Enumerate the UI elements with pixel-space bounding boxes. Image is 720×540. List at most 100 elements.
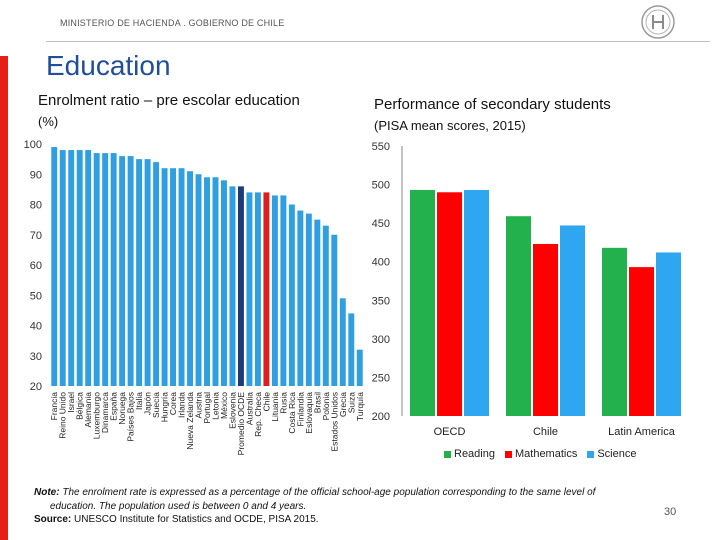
x-tick-label: Eslovaquia (304, 392, 314, 434)
x-tick-label: Brasil (312, 392, 322, 413)
legend-item-science: Science (587, 448, 636, 460)
x-tick-label: Rusia (278, 392, 288, 414)
enrolment-chart-title: Enrolment ratio – pre escolar education (38, 92, 300, 109)
page-number: 30 (664, 506, 677, 518)
x-tick-label: Costa Rica (287, 392, 297, 434)
y-tick-label: 90 (30, 169, 42, 181)
x-tick-label: Chile (533, 426, 558, 438)
bar-science-latin-america (656, 252, 681, 416)
bar-rusia (280, 195, 287, 386)
bar-eslovaquia (305, 213, 312, 386)
x-tick-label: Suecia (151, 392, 161, 418)
x-tick-label: Turquía (355, 392, 365, 421)
pisa-chart-subtitle: (PISA mean scores, 2015) (374, 118, 526, 133)
bar-brasil (314, 219, 321, 386)
bar-nueva-zelanda (187, 171, 193, 386)
bar-jap-n (144, 159, 151, 386)
y-tick-label: 250 (372, 372, 390, 384)
x-tick-label: Luxemburgo (92, 392, 102, 440)
bar-grecia (339, 298, 346, 386)
legend-item-reading: Reading (444, 448, 495, 460)
x-tick-label: Alemania (83, 392, 93, 428)
legend-swatch-mathematics (504, 450, 512, 458)
bar-turqu-a (356, 349, 363, 386)
x-tick-label: Finlandia (295, 392, 305, 427)
bar-mathematics-oecd (437, 192, 462, 416)
bar-reading-chile (506, 216, 531, 416)
bar-reading-oecd (410, 189, 435, 416)
x-tick-label: España (109, 392, 119, 421)
bar-mathematics-chile (533, 243, 558, 416)
bar-rep-checa (254, 192, 261, 386)
bar-science-oecd (464, 189, 489, 416)
x-tick-label: Estados Unidos (329, 392, 339, 452)
x-tick-label: Eslovenia (227, 392, 237, 429)
x-tick-label: Italia (134, 392, 144, 410)
x-tick-label: Australia (244, 392, 254, 425)
bar-australia (246, 192, 253, 386)
bar-letonia (212, 177, 219, 386)
x-tick-label: Dinamarca (100, 392, 110, 433)
x-tick-label: Irlanda (177, 392, 187, 418)
bar-science-chile (560, 225, 585, 416)
x-tick-label: Rep. Checa (253, 392, 263, 437)
bar-hungr-a (161, 168, 168, 386)
source-note: Source: UNESCO Institute for Statistics … (34, 514, 319, 525)
bar-italia (136, 159, 143, 386)
bar-suecia (153, 162, 160, 386)
header-divider (46, 41, 710, 42)
bar-reino-unido (59, 150, 66, 386)
y-tick-label: 70 (30, 230, 42, 242)
x-tick-label: Promedio OCDE (236, 392, 246, 456)
x-tick-label: Lituania (270, 392, 280, 422)
y-tick-label: 40 (30, 321, 42, 333)
legend-item-mathematics: Mathematics (504, 448, 577, 460)
enrolment-chart-subtitle: (%) (38, 114, 59, 129)
bar-mathematics-latin-america (629, 267, 654, 416)
y-tick-label: 400 (372, 257, 390, 269)
legend-swatch-reading (444, 450, 451, 458)
bar-chile (263, 192, 270, 386)
bar-finlandia (297, 210, 304, 386)
bar-b-lgica (76, 150, 83, 386)
x-tick-label: Corea (168, 392, 178, 415)
x-tick-label: Hungría (160, 392, 170, 423)
bar-espa-a (110, 153, 117, 386)
y-tick-label: 300 (372, 334, 390, 346)
x-tick-label: Países Bajos (126, 392, 136, 442)
ministry-header: MINISTERIO DE HACIENDA . GOBIERNO DE CHI… (60, 18, 285, 28)
bar-noruega (119, 156, 126, 386)
x-tick-label: Francia (49, 392, 59, 421)
bar-luxemburgo (93, 153, 100, 386)
bar-m-xico (221, 180, 227, 386)
x-tick-label: Noruega (117, 392, 127, 425)
page-title: Education (46, 50, 171, 81)
bar-suiza (348, 313, 355, 386)
x-tick-label: Nueva Zelanda (185, 392, 195, 450)
x-tick-label: Chile (261, 392, 271, 412)
bar-israel (68, 150, 75, 386)
bar-pa-ses-bajos (127, 156, 134, 386)
x-tick-label: Bélgica (75, 392, 85, 420)
y-tick-label: 200 (372, 411, 390, 423)
pisa-bar-chart: 200 250 300 350 400 450 500 550 OECD Chile Latin A… (372, 141, 681, 438)
bar-irlanda (178, 168, 185, 386)
pisa-legend: Reading Mathematics Science (444, 448, 640, 460)
government-seal-icon (641, 5, 675, 39)
x-tick-label: Letonia (210, 392, 220, 420)
y-tick-label: 80 (30, 200, 42, 212)
x-tick-label: México (219, 392, 229, 419)
x-tick-label: Reino Unido (58, 392, 68, 439)
y-tick-label: 100 (24, 139, 42, 151)
legend-swatch-science (587, 450, 595, 458)
y-tick-label: 50 (30, 290, 42, 302)
x-tick-label: Polonia (321, 392, 331, 421)
y-tick-label: 500 (372, 180, 390, 192)
bar-estados-unidos (331, 234, 338, 386)
bar-dinamarca (102, 153, 109, 386)
bar-austria (195, 174, 202, 386)
bar-polonia (322, 225, 329, 386)
bar-alemania (85, 150, 92, 386)
y-tick-label: 450 (372, 218, 390, 230)
